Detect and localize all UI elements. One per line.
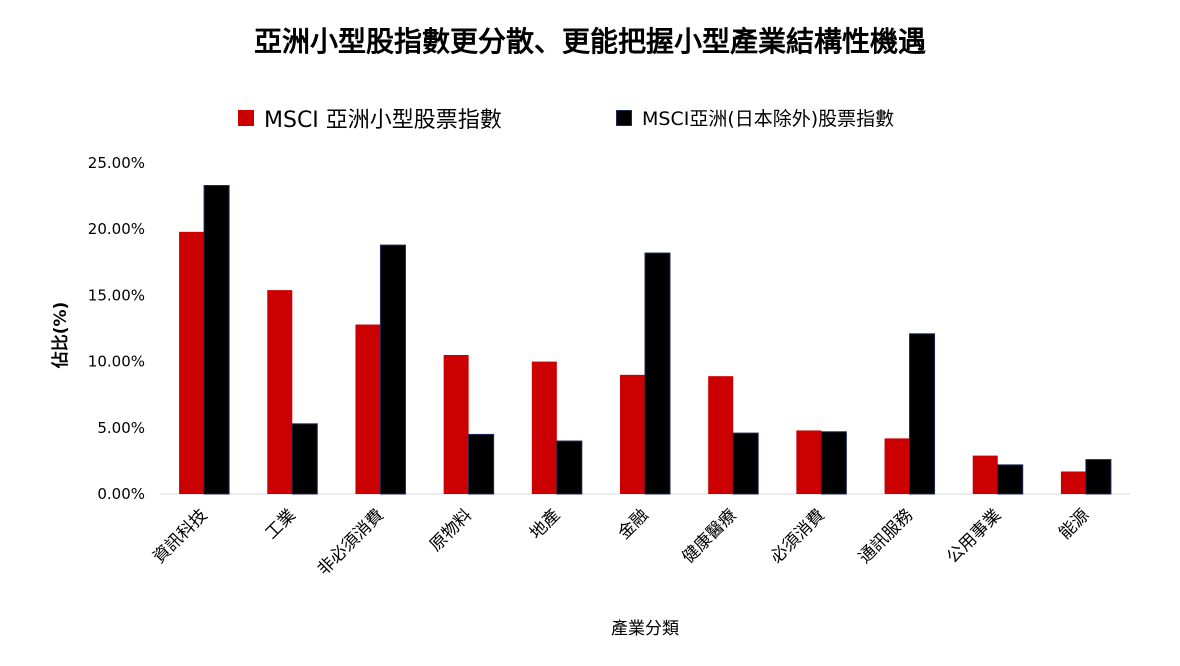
bar-series-1-11	[1060, 471, 1086, 494]
bar-series-2-3	[379, 244, 406, 495]
bar-series-2-6	[644, 252, 671, 495]
bar-series-1-6	[620, 374, 645, 494]
bar-series-2-11	[1085, 459, 1112, 495]
x-category-label: 健康醫療	[678, 505, 740, 567]
y-tick-label: 0.00%	[97, 485, 145, 503]
legend-swatch-ex-japan	[616, 109, 632, 126]
bar-series-2-10	[997, 464, 1024, 495]
chart-title: 亞洲小型股指數更分散、更能把握小型產業結構性機遇	[253, 25, 926, 58]
bar-series-2-1	[203, 185, 230, 495]
x-category-label: 資訊科技	[149, 505, 211, 567]
legend-label-small-cap: MSCI 亞洲小型股票指數	[264, 108, 502, 133]
legend-item-ex-japan: MSCI亞洲(日本除外)股票指數	[616, 104, 894, 131]
x-category-label: 非必須消費	[314, 505, 388, 579]
bar-series-1-5	[531, 361, 557, 494]
bar-series-1-1	[179, 231, 205, 494]
bar-series-2-5	[556, 440, 583, 495]
x-category-label: 工業	[262, 505, 300, 543]
bar-series-1-7	[708, 376, 734, 494]
bar-series-2-7	[732, 432, 759, 495]
x-category-label: 地產	[526, 505, 564, 543]
y-tick-label: 5.00%	[97, 419, 145, 437]
legend-item-small-cap: MSCI 亞洲小型股票指數	[238, 102, 502, 134]
bar-series-2-2	[291, 423, 318, 495]
bar-series-2-9	[909, 333, 936, 495]
x-category-label: 原物料	[426, 505, 476, 555]
bar-series-2-4	[468, 433, 495, 495]
bar-series-2-8	[820, 431, 847, 495]
legend-swatch-small-cap	[238, 110, 254, 126]
bar-series-1-10	[972, 455, 998, 494]
bar-series-1-9	[884, 438, 910, 494]
bar-series-1-2	[267, 290, 293, 494]
y-tick-label: 15.00%	[88, 286, 145, 304]
bar-series-1-8	[796, 430, 822, 494]
bar-series-1-4	[443, 354, 469, 494]
y-tick-label: 10.00%	[88, 353, 145, 371]
bar-series-1-3	[355, 324, 381, 494]
x-category-label: 能源	[1055, 505, 1093, 543]
y-tick-label: 20.00%	[88, 220, 145, 238]
x-category-label: 金融	[614, 505, 652, 543]
x-category-label: 通訊服務	[855, 505, 917, 567]
y-tick-label: 25.00%	[88, 154, 145, 172]
x-axis-title: 產業分類	[611, 619, 679, 639]
x-category-label: 公用事業	[943, 505, 1005, 567]
legend-label-ex-japan: MSCI亞洲(日本除外)股票指數	[642, 108, 895, 130]
y-axis-title: 佔比(%)	[50, 302, 71, 370]
x-category-label: 必須消費	[767, 505, 829, 567]
legend: MSCI 亞洲小型股票指數 MSCI亞洲(日本除外)股票指數	[0, 98, 1180, 134]
